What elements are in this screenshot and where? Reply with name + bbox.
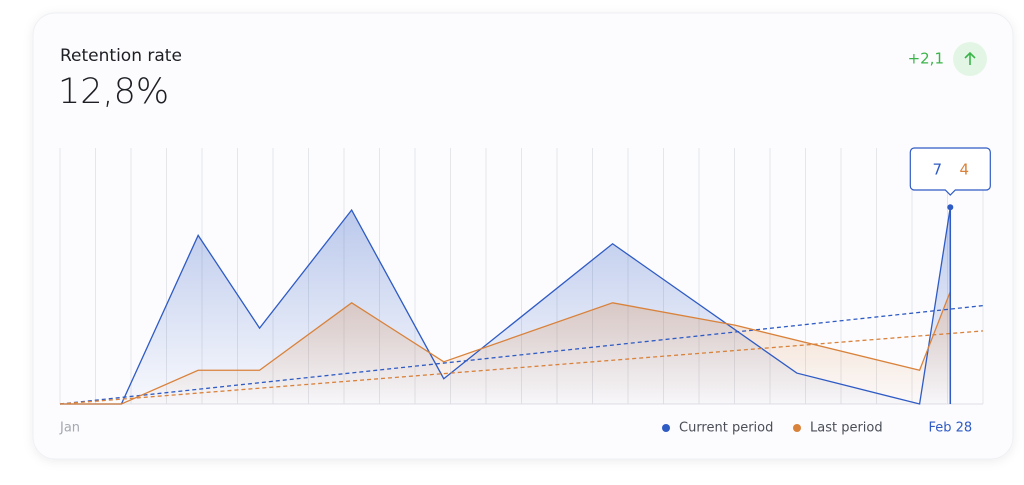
trend-line	[59, 304, 984, 405]
change-value: +2,1	[908, 50, 944, 68]
line	[60, 291, 951, 405]
plot: 7 4 Jan Feb 28 Current period Last period	[59, 147, 991, 436]
legend-marker	[793, 424, 801, 432]
tooltip-box	[909, 147, 991, 196]
trend-line	[59, 330, 984, 405]
legend-label: Current period	[679, 421, 773, 436]
hover-point	[947, 204, 954, 211]
kpi-value: 12,8%	[58, 72, 169, 112]
line	[60, 207, 951, 405]
x-tick-label: Jan	[59, 421, 80, 436]
legend-marker	[662, 424, 670, 432]
area	[60, 291, 951, 404]
tooltip-value: 4	[960, 161, 970, 179]
tooltip-value: 7	[933, 161, 943, 179]
legend-label: Last period	[810, 421, 883, 436]
chart-title: Retention rate	[60, 46, 182, 66]
x-tick-label: Feb 28	[928, 421, 972, 436]
up-arrow	[964, 51, 976, 65]
